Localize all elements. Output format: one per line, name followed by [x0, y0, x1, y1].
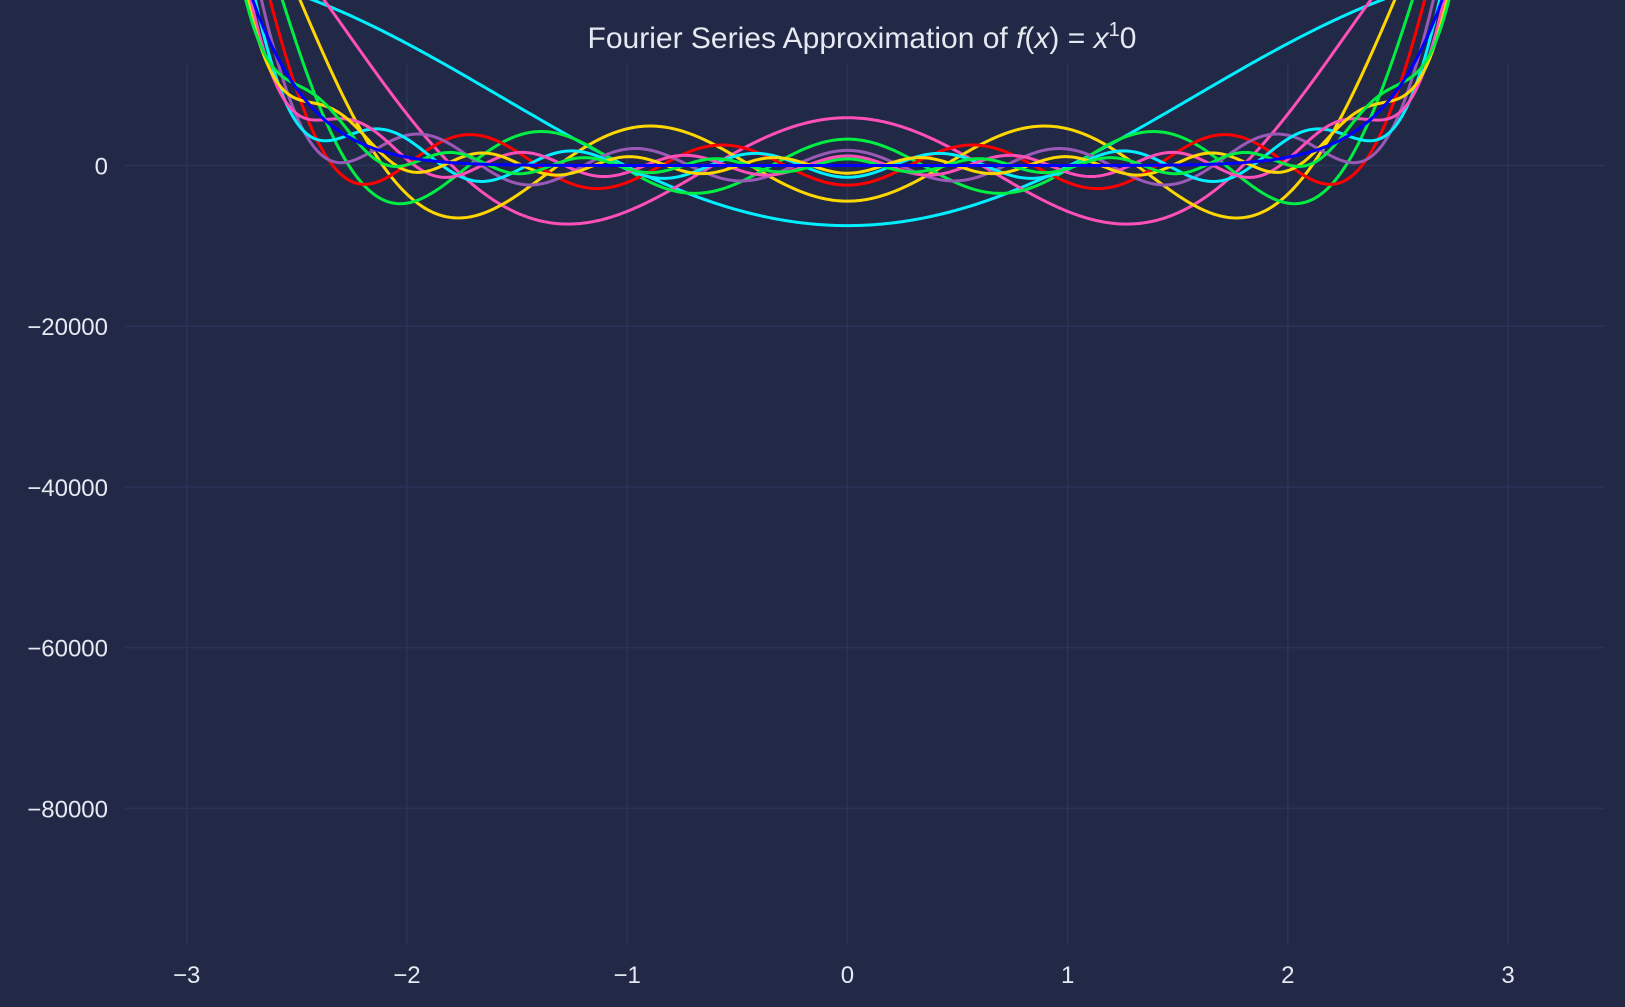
y-tick-label: −40000 [27, 475, 108, 502]
chart-title: Fourier Series Approximation of f(x) = x… [588, 19, 1137, 55]
y-tick-label: −60000 [27, 636, 108, 663]
series-line-1-terms [308, 0, 1386, 228]
y-tick-label: −20000 [27, 314, 108, 341]
series-line-7-terms [253, 0, 1442, 183]
y-tick-label: 0 [95, 153, 108, 180]
series-line-200-terms [251, 0, 1444, 167]
x-tick-labels: −3 −2 −1 0 1 2 3 [173, 962, 1515, 989]
x-tick-label: 3 [1501, 962, 1514, 989]
series-line-9-terms [246, 0, 1449, 177]
x-tick-label: 1 [1061, 962, 1074, 989]
x-tick-label: −2 [393, 962, 420, 989]
series-line-2-terms [322, 0, 1373, 226]
x-tick-label: −3 [173, 962, 200, 989]
series-line-4-terms [280, 0, 1414, 206]
series-lines [244, 0, 1451, 228]
y-tick-labels: 0 −20000 −40000 −60000 −80000 [27, 153, 108, 823]
x-tick-label: 0 [841, 962, 854, 989]
series-line-10-terms [244, 0, 1451, 176]
series-line-3-terms [298, 0, 1397, 220]
series-line-6-terms [259, 0, 1435, 187]
y-tick-label: −80000 [27, 796, 108, 823]
series-line-8-terms [249, 0, 1446, 179]
series-line-5-terms [268, 0, 1427, 191]
x-tick-label: 2 [1281, 962, 1294, 989]
x-tick-label: −1 [613, 962, 640, 989]
